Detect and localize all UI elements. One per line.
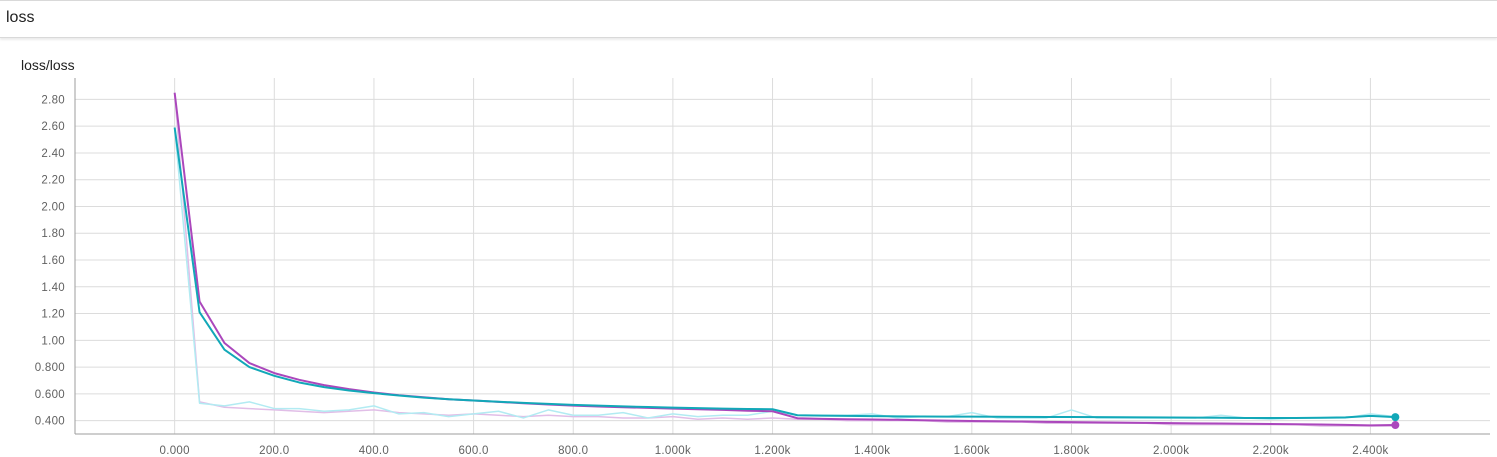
x-tick-label: 400.0 bbox=[359, 445, 389, 457]
x-tick-label: 1.400k bbox=[854, 445, 890, 457]
y-tick-label: 2.00 bbox=[41, 201, 65, 213]
y-tick-label: 2.60 bbox=[41, 121, 65, 133]
x-tick-label: 2.200k bbox=[1253, 445, 1289, 457]
x-tick-label: 1.600k bbox=[954, 445, 990, 457]
x-tick-label: 800.0 bbox=[558, 445, 588, 457]
y-tick-label: 2.40 bbox=[41, 148, 65, 160]
tick-labels-layer: 0.000 200.0 400.0 600.0 800.0 1.000k 1.200k 1.4… bbox=[35, 94, 1389, 457]
x-tick-label: 200.0 bbox=[259, 445, 289, 457]
x-tick-label: 1.200k bbox=[754, 445, 790, 457]
grid-layer bbox=[75, 78, 1490, 434]
x-tick-label: 1.000k bbox=[655, 445, 691, 457]
x-tick-label: 2.400k bbox=[1352, 445, 1388, 457]
y-tick-label: 1.80 bbox=[41, 228, 65, 240]
raw-series-line bbox=[173, 127, 1396, 421]
axis-layer bbox=[74, 78, 1490, 435]
y-tick-label: 1.60 bbox=[41, 255, 65, 267]
chart-card-title: loss/loss bbox=[21, 57, 75, 73]
x-tick-label: 600.0 bbox=[458, 445, 488, 457]
y-tick-label: 1.40 bbox=[41, 282, 65, 294]
section-header: loss bbox=[0, 0, 1497, 38]
x-tick-label: 1.800k bbox=[1053, 445, 1089, 457]
y-tick-label: 0.800 bbox=[35, 362, 65, 374]
y-tick-label: 1.20 bbox=[41, 309, 65, 321]
smoothed-series-line[interactable] bbox=[173, 127, 1396, 419]
y-tick-label: 2.80 bbox=[41, 94, 65, 106]
series-end-point[interactable] bbox=[1391, 413, 1400, 422]
smoothed-lines-layer bbox=[173, 92, 1396, 427]
y-tick-label: 0.600 bbox=[35, 389, 65, 401]
x-tick-label: 2.000k bbox=[1153, 445, 1189, 457]
raw-lines-layer bbox=[173, 92, 1396, 427]
raw-series-line bbox=[173, 92, 1396, 427]
x-tick-label: 0.000 bbox=[160, 445, 190, 457]
section-title: loss bbox=[6, 9, 35, 26]
end-points-layer bbox=[1391, 413, 1400, 430]
series-end-point[interactable] bbox=[1391, 421, 1400, 430]
y-tick-label: 0.400 bbox=[35, 416, 65, 428]
y-tick-label: 1.00 bbox=[41, 335, 65, 347]
smoothed-series-line[interactable] bbox=[173, 92, 1396, 427]
y-tick-label: 2.20 bbox=[41, 175, 65, 187]
